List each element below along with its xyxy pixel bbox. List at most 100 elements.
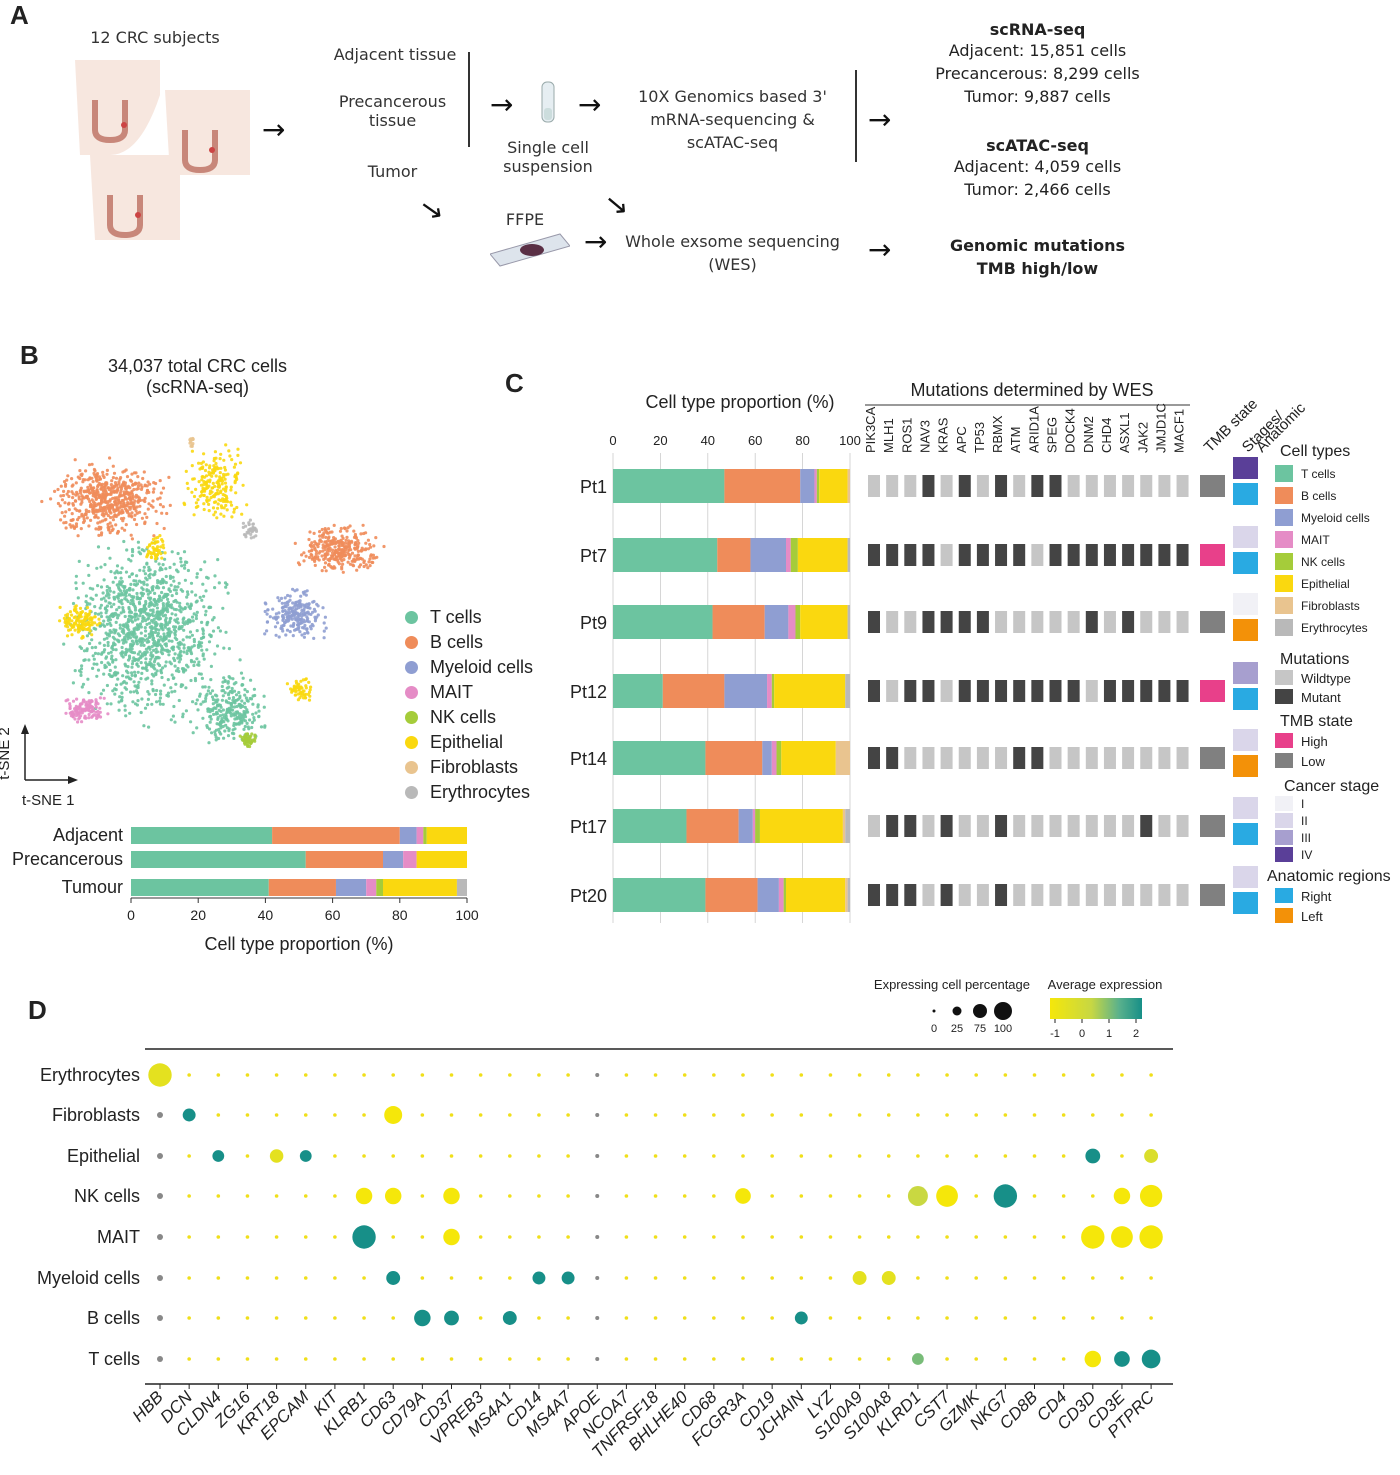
- tsne-point: [305, 630, 309, 634]
- d-dot: [907, 1186, 928, 1206]
- tsne-point: [254, 529, 259, 533]
- d-dot: [653, 1357, 658, 1361]
- tsne-point: [382, 544, 386, 549]
- ffpe-label: FFPE: [505, 210, 545, 229]
- d-dot: [187, 1316, 191, 1320]
- tsne-point: [216, 558, 220, 562]
- tsne-point: [181, 683, 185, 687]
- tsne-point: [142, 470, 146, 474]
- tsne-point: [101, 473, 105, 478]
- wildtype-cell: [976, 815, 989, 837]
- tsne-point: [95, 490, 99, 494]
- tsne-point: [144, 612, 148, 616]
- tsne-point: [65, 478, 69, 482]
- tsne-point: [200, 620, 204, 624]
- tsne-point: [164, 567, 168, 571]
- arrow-icon: →: [868, 103, 892, 136]
- tsne-point: [67, 494, 71, 499]
- genomic-box: Genomic mutations TMB high/low: [902, 226, 1173, 281]
- tsne-point: [106, 525, 110, 530]
- tsne-point: [105, 585, 109, 589]
- tsne-point: [216, 716, 220, 720]
- d-dot: [245, 1194, 250, 1198]
- mutant-cell: [922, 611, 935, 633]
- d-dot: [682, 1154, 687, 1158]
- tsne-point: [132, 517, 137, 522]
- c-gene-label: JMJD1C: [1153, 403, 1168, 453]
- tsne-point: [151, 608, 155, 612]
- tsne-point: [158, 643, 162, 647]
- tsne-point: [96, 502, 100, 506]
- tsne-point: [232, 689, 237, 693]
- wildtype-cell: [976, 747, 989, 769]
- tsne-point: [90, 646, 94, 650]
- tsne-point: [345, 529, 349, 533]
- c-bar-segment: [613, 538, 718, 572]
- tsne-point: [101, 623, 105, 627]
- mutant-cell: [1122, 611, 1135, 633]
- tsne-point: [74, 574, 78, 578]
- legend-dot-icon: [405, 786, 418, 799]
- tsne-point: [274, 612, 278, 616]
- tsne-point: [80, 494, 84, 498]
- d-dot: [1084, 1350, 1102, 1368]
- c-legend-label: Wildtype: [1301, 671, 1351, 686]
- c-bar-segment: [771, 674, 775, 708]
- tsne-point: [202, 657, 206, 661]
- tsne-point: [196, 645, 201, 649]
- tsne-point: [77, 559, 81, 563]
- tsne-point: [195, 572, 199, 576]
- c-bar-segment: [613, 605, 713, 639]
- wildtype-cell: [904, 747, 917, 769]
- tsne-point: [71, 524, 75, 528]
- wildtype-cell: [976, 884, 989, 906]
- tsne-point: [108, 509, 112, 513]
- d-cell-type-label: Myeloid cells: [37, 1268, 140, 1288]
- tsne-point: [194, 613, 198, 618]
- d-dot: [682, 1357, 687, 1361]
- tsne-point: [182, 650, 186, 654]
- tsne-point: [136, 540, 140, 544]
- tsne-point: [96, 521, 100, 525]
- d-cell-type-label: Epithelial: [67, 1146, 140, 1166]
- d-dot: [537, 1357, 541, 1361]
- tsne-point: [356, 539, 360, 543]
- d-dot: [303, 1316, 308, 1320]
- tsne-point: [89, 487, 93, 491]
- tsne-point: [227, 685, 231, 689]
- tsne-point: [181, 607, 185, 611]
- tsne-point: [140, 516, 144, 520]
- d-dot: [712, 1316, 716, 1320]
- tsne-point: [155, 521, 159, 526]
- tsne-point: [207, 484, 211, 488]
- tsne-point: [312, 531, 316, 535]
- d-pct-legend-dot: [932, 1009, 936, 1013]
- tsne-point: [207, 470, 211, 474]
- d-dot: [886, 1154, 891, 1158]
- tsne-point: [117, 708, 121, 712]
- tsne-point: [197, 660, 201, 664]
- tsne-point: [70, 633, 74, 637]
- tsne-point: [233, 717, 237, 721]
- tsne-point: [107, 601, 111, 605]
- tsne-point: [246, 725, 250, 729]
- tsne-point: [185, 649, 189, 653]
- d-dot: [794, 1311, 808, 1325]
- tsne-point: [156, 540, 160, 544]
- tmb-state-cell: [1200, 611, 1225, 633]
- d-dot: [333, 1357, 337, 1361]
- tsne-point: [139, 677, 143, 681]
- d-dot: [303, 1235, 308, 1239]
- tsne-point: [95, 674, 99, 678]
- d-dot: [1091, 1113, 1095, 1117]
- tsne-point: [293, 612, 297, 616]
- tsne-point: [68, 704, 72, 708]
- tsne-point: [109, 515, 113, 520]
- tsne-point: [369, 554, 373, 558]
- c-bar-segment: [842, 809, 846, 843]
- tsne-point: [218, 471, 222, 475]
- tsne-point: [283, 612, 288, 616]
- tsne-point: [297, 626, 301, 630]
- tsne-point: [307, 698, 312, 702]
- tsne-point: [101, 591, 105, 595]
